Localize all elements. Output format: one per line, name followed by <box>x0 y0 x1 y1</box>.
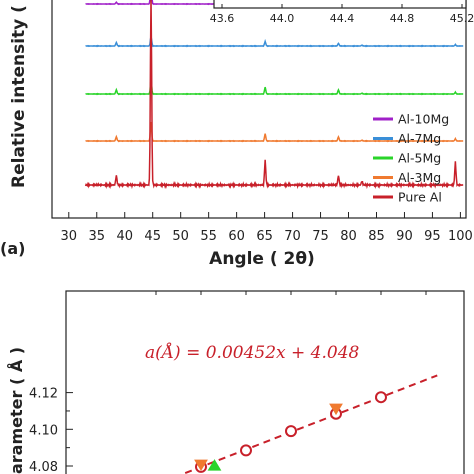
data-point-triangle-down <box>329 403 343 416</box>
y-tick-label-4.12: 4.12 <box>29 387 58 402</box>
legend-label-al-5mg: Al-5Mg <box>398 151 441 166</box>
x-tick-label-35: 35 <box>88 229 105 244</box>
fit-equation: a(Å) = 0.00452x + 4.048 <box>145 342 360 363</box>
panel-b-lattice: 4.08 4.10 4.12 a(Å) = 0.00452x + 4.048 ara… <box>7 290 465 474</box>
legend: Al-10Mg Al-7Mg Al-5Mg Al-3Mg Pure Al <box>373 112 449 205</box>
panel-a-x-axis-label: Angle ( 2θ) <box>209 249 315 269</box>
panel-a-y-axis-label: Relative intensity ( A.U <box>9 0 29 188</box>
y-tick-label-4.10: 4.10 <box>29 423 58 438</box>
panel-b-y-axis-label: arameter ( Å ) <box>7 347 26 474</box>
legend-label-al-3mg: Al-3Mg <box>398 170 441 185</box>
legend-label-al-7mg: Al-7Mg <box>398 131 441 146</box>
data-point-triangle-down <box>194 459 208 472</box>
legend-label-al-10mg: Al-10Mg <box>398 112 449 127</box>
data-point-circle <box>375 391 387 404</box>
y-tick-label-4.08: 4.08 <box>29 460 58 474</box>
xrd-traces <box>84 0 464 190</box>
xrd-trace-al-3mg <box>85 122 464 143</box>
x-tick-label-60: 60 <box>228 229 245 244</box>
inset-tick-label-45.2: 45.2 <box>450 12 474 25</box>
panel-a-xrd: 30 35 40 45 50 55 60 65 70 75 80 85 90 95 100 43.6 44.0… <box>0 0 474 269</box>
x-tick-label-30: 30 <box>61 229 78 244</box>
data-point-triangle-up <box>207 459 222 471</box>
inset-tick-label-44.8: 44.8 <box>390 12 415 25</box>
panel-b-x-ticks <box>155 291 427 295</box>
panel-a-x-ticks: 30 35 40 45 50 55 60 65 70 75 80 85 90 95 100 <box>61 212 473 244</box>
linear-fit-line <box>179 374 438 474</box>
x-tick-label-55: 55 <box>200 229 217 244</box>
lattice-points <box>194 391 387 473</box>
panel-b-y-ticks: 4.08 4.10 4.12 <box>29 387 73 474</box>
x-tick-label-40: 40 <box>116 229 133 244</box>
x-tick-label-80: 80 <box>340 229 357 244</box>
panel-label-a: (a) <box>0 239 25 258</box>
inset-frame <box>213 0 467 9</box>
x-tick-label-65: 65 <box>256 229 273 244</box>
inset-tick-label-44.4: 44.4 <box>330 12 355 25</box>
x-tick-label-50: 50 <box>172 229 189 244</box>
x-tick-label-70: 70 <box>284 229 301 244</box>
inset-x-ticks: 43.6 44.0 44.4 44.8 45.2 <box>210 4 474 25</box>
inset-tick-label-44.0: 44.0 <box>270 12 295 25</box>
xrd-trace-al-5mg <box>85 78 464 96</box>
x-tick-label-90: 90 <box>396 229 413 244</box>
x-tick-label-75: 75 <box>312 229 329 244</box>
panel-b-frame <box>65 290 465 474</box>
data-point-circle <box>240 444 252 457</box>
inset-tick-label-43.6: 43.6 <box>210 12 235 25</box>
x-tick-label-100: 100 <box>448 229 473 244</box>
xrd-trace-pure-al <box>84 0 464 190</box>
xrd-trace-al-7mg <box>85 36 464 48</box>
x-tick-label-95: 95 <box>424 229 441 244</box>
panel-a-frame <box>51 0 467 219</box>
x-tick-label-45: 45 <box>144 229 161 244</box>
x-tick-label-85: 85 <box>368 229 385 244</box>
legend-label-pure-al: Pure Al <box>398 190 442 205</box>
data-point-circle <box>285 425 297 438</box>
